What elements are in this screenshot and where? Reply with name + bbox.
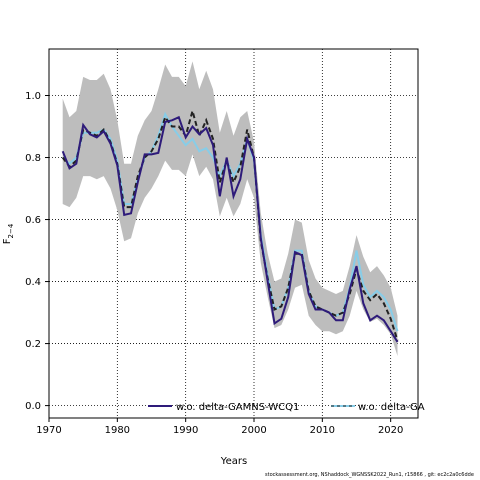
x-tick-label: 2000 [241, 425, 266, 436]
y-tick-label: 0.0 [25, 401, 41, 412]
y-tick-label: 1.0 [25, 91, 41, 102]
y-tick-label: 0.6 [25, 215, 41, 226]
y-axis-label: F2−4 [2, 223, 15, 244]
svg-text:F2−4: F2−4 [2, 223, 15, 244]
x-tick-label: 1990 [173, 425, 198, 436]
x-tick-label: 2010 [310, 425, 335, 436]
footer-caption: stockassessment.org, NShaddock_WGNSSK202… [265, 472, 474, 478]
y-tick-label: 0.4 [25, 277, 41, 288]
plot-frame [48, 48, 419, 419]
x-tick-label: 2020 [378, 425, 403, 436]
x-tick-label: 1980 [105, 425, 130, 436]
series-line-dark [61, 115, 399, 343]
x-axis-label: Years [220, 456, 247, 467]
y-tick-label: 0.8 [25, 153, 41, 164]
y-axis-label-sub: 2−4 [7, 223, 15, 238]
x-axis: 1970 1980 1990 2000 2010 2020 [36, 418, 403, 436]
y-axis: 0.0 0.2 0.4 0.6 0.8 1.0 [25, 91, 49, 412]
x-tick-label: 1970 [36, 425, 61, 436]
confidence-band [62, 61, 398, 357]
y-tick-label: 0.2 [25, 339, 41, 350]
legend-label-light: w.o. delta-GA [358, 402, 425, 413]
legend: w.o. delta-GAMNS-WCQ1 w.o. delta-GA [148, 402, 425, 413]
legend-label-dark: w.o. delta-GAMNS-WCQ1 [176, 402, 299, 413]
y-axis-label-main: F [2, 238, 13, 244]
